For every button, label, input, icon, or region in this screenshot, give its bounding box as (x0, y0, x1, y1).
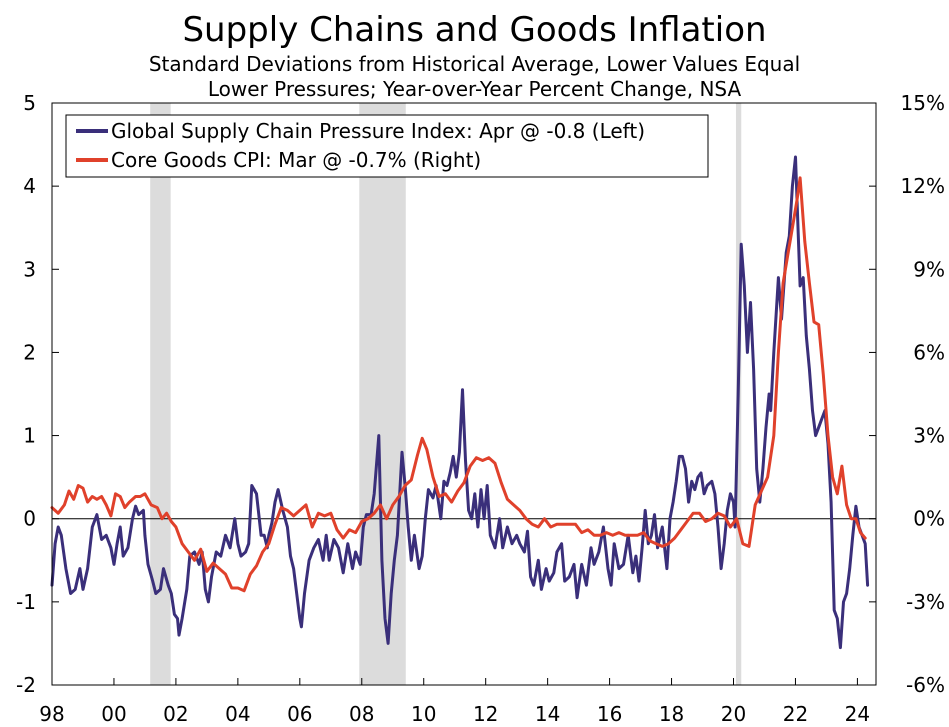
chart-subtitle-line-2: Lower Pressures; Year-over-Year Percent … (207, 77, 742, 101)
right-tick-label: -3% (906, 590, 945, 614)
legend-label-gscpi: Global Supply Chain Pressure Index: Apr … (111, 119, 645, 143)
x-tick-label: 02 (163, 702, 188, 726)
left-tick-label: 5 (23, 91, 36, 115)
x-tick-label: 08 (349, 702, 374, 726)
x-tick-label: 00 (101, 702, 126, 726)
right-tick-label: -6% (906, 673, 945, 697)
right-tick-label: 12% (901, 174, 945, 198)
chart-title: Supply Chains and Goods Inflation (182, 10, 767, 50)
x-tick-label: 22 (783, 702, 808, 726)
left-tick-label: -2 (16, 673, 36, 697)
x-tick-label: 20 (721, 702, 746, 726)
x-tick-label: 04 (225, 702, 250, 726)
x-tick-label: 98 (39, 702, 64, 726)
x-tick-label: 10 (411, 702, 436, 726)
recession-band-0 (150, 103, 171, 685)
core-goods-cpi-series-line (50, 176, 867, 593)
left-tick-label: 3 (23, 257, 36, 281)
recession-shading (150, 103, 742, 685)
x-tick-label: 18 (659, 702, 684, 726)
legend-box (65, 114, 709, 178)
legend-label-core-goods-cpi: Core Goods CPI: Mar @ -0.7% (Right) (111, 148, 481, 172)
plot-frame (51, 102, 877, 686)
right-tick-label: 0% (913, 507, 945, 531)
left-tick-label: 1 (23, 424, 36, 448)
x-tick-label: 12 (473, 702, 498, 726)
right-tick-label: 6% (913, 340, 945, 364)
left-tick-label: -1 (16, 590, 36, 614)
right-tick-label: 3% (913, 424, 945, 448)
right-tick-label: 15% (901, 91, 945, 115)
legend: Global Supply Chain Pressure Index: Apr … (65, 114, 709, 178)
left-tick-label: 0 (23, 507, 36, 531)
x-tick-label: 06 (287, 702, 312, 726)
x-tick-label: 24 (845, 702, 870, 726)
right-tick-label: 9% (913, 257, 945, 281)
x-tick-label: 16 (597, 702, 622, 726)
left-tick-label: 4 (23, 174, 36, 198)
series-layer (50, 155, 870, 650)
chart-subtitle-line-1: Standard Deviations from Historical Aver… (148, 52, 801, 76)
gscpi-series-line (50, 155, 870, 650)
x-tick-label: 14 (535, 702, 560, 726)
left-tick-label: 2 (23, 340, 36, 364)
